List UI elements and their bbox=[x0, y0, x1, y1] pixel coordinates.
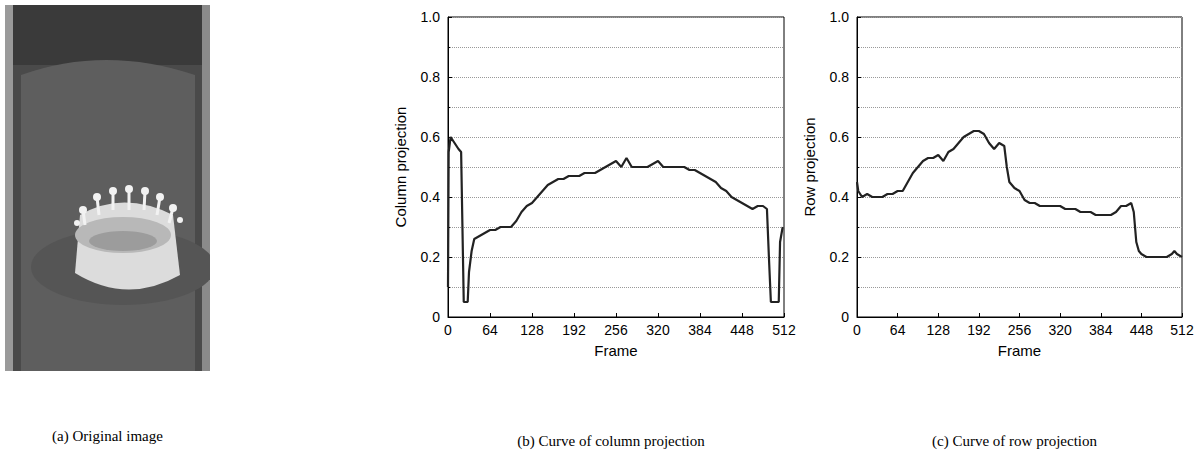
svg-text:Frame: Frame bbox=[998, 342, 1041, 359]
svg-text:0.4: 0.4 bbox=[421, 189, 441, 205]
svg-text:192: 192 bbox=[562, 322, 586, 338]
svg-text:Row projection: Row projection bbox=[801, 117, 818, 216]
svg-text:0.2: 0.2 bbox=[830, 249, 850, 265]
svg-text:Column projection: Column projection bbox=[392, 107, 409, 228]
svg-text:0.4: 0.4 bbox=[830, 189, 850, 205]
svg-text:256: 256 bbox=[604, 322, 628, 338]
svg-text:0: 0 bbox=[853, 322, 861, 338]
html-text:(a) Original image: (a) Original image bbox=[52, 428, 163, 444]
svg-text:(b) Curve of column projection: (b) Curve of column projection bbox=[517, 433, 705, 450]
svg-text:Frame: Frame bbox=[594, 342, 637, 359]
svg-text:0.6: 0.6 bbox=[830, 129, 850, 145]
svg-text:448: 448 bbox=[730, 322, 754, 338]
svg-text:0: 0 bbox=[432, 309, 440, 325]
svg-text:0.8: 0.8 bbox=[421, 69, 441, 85]
svg-text:512: 512 bbox=[772, 322, 796, 338]
svg-text:0: 0 bbox=[841, 309, 849, 325]
svg-text:(c) Curve of row projection: (c) Curve of row projection bbox=[932, 433, 1097, 450]
svg-text:0.6: 0.6 bbox=[421, 129, 441, 145]
svg-text:384: 384 bbox=[1089, 322, 1113, 338]
svg-text:320: 320 bbox=[1048, 322, 1072, 338]
svg-text:128: 128 bbox=[927, 322, 951, 338]
svg-text:256: 256 bbox=[1008, 322, 1032, 338]
svg-text:1.0: 1.0 bbox=[830, 9, 850, 25]
svg-text:0.8: 0.8 bbox=[830, 69, 850, 85]
svg-text:192: 192 bbox=[967, 322, 991, 338]
svg-text:64: 64 bbox=[482, 322, 498, 338]
svg-text:512: 512 bbox=[1170, 322, 1194, 338]
svg-text:384: 384 bbox=[688, 322, 712, 338]
svg-text:128: 128 bbox=[520, 322, 544, 338]
svg-text:64: 64 bbox=[890, 322, 906, 338]
svg-text:320: 320 bbox=[646, 322, 670, 338]
svg-text:448: 448 bbox=[1130, 322, 1154, 338]
svg-text:1.0: 1.0 bbox=[421, 9, 441, 25]
svg-text:0.2: 0.2 bbox=[421, 249, 441, 265]
svg-text:0: 0 bbox=[444, 322, 452, 338]
